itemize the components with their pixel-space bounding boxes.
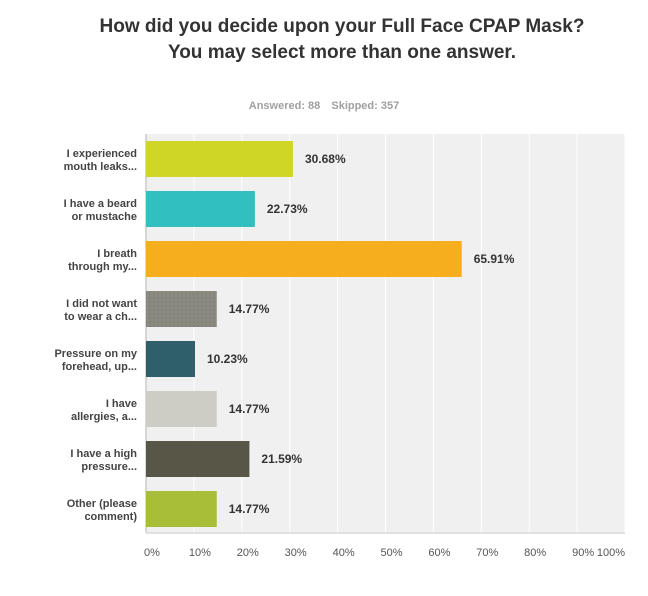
x-tick-label: 30%	[285, 547, 307, 559]
bar-value-label: 14.77%	[229, 402, 270, 416]
category-label: I breath	[97, 248, 137, 260]
bar	[146, 391, 217, 427]
x-tick-label: 40%	[333, 547, 355, 559]
bar-value-label: 30.68%	[305, 152, 346, 166]
chart-title: How did you decide upon your Full Face C…	[99, 16, 585, 63]
x-tick-label: 70%	[476, 547, 498, 559]
category-label: pressure...	[81, 461, 137, 473]
bar	[146, 141, 293, 177]
category-label: comment)	[84, 511, 137, 523]
category-label: I have a high	[70, 448, 137, 460]
x-tick-label: 100%	[597, 547, 625, 559]
x-tick-label: 60%	[428, 547, 450, 559]
category-label: Other (please	[67, 498, 137, 510]
category-label: I did not want	[66, 298, 137, 310]
bar	[146, 441, 250, 477]
bar-value-label: 65.91%	[474, 252, 515, 266]
category-label: to wear a ch...	[64, 311, 137, 323]
bar-value-label: 14.77%	[229, 502, 270, 516]
bar	[146, 491, 217, 527]
category-label: Pressure on my	[54, 348, 137, 360]
category-label: allergies, a...	[71, 411, 137, 423]
bar	[146, 241, 462, 277]
category-label: I have	[106, 398, 137, 410]
x-tick-label: 10%	[189, 547, 211, 559]
category-label: I experienced	[67, 148, 137, 160]
x-tick-label: 20%	[237, 547, 259, 559]
response-stats: Answered: 88 Skipped: 357	[0, 100, 648, 112]
category-label: mouth leaks...	[64, 161, 137, 173]
x-tick-label: 80%	[524, 547, 546, 559]
category-label: or mustache	[72, 211, 137, 223]
bar-value-label: 10.23%	[207, 352, 248, 366]
category-label: through my...	[68, 261, 137, 273]
bar	[146, 291, 217, 327]
bar	[146, 341, 196, 377]
bar-value-label: 22.73%	[267, 202, 308, 216]
bar-value-label: 14.77%	[229, 302, 270, 316]
x-tick-label: 90%	[572, 547, 594, 559]
answered-count: Answered: 88	[248, 100, 321, 112]
category-label: I have a beard	[64, 198, 137, 210]
bar	[146, 191, 255, 227]
x-tick-label: 0%	[144, 547, 160, 559]
category-label: forehead, up...	[62, 361, 137, 373]
bar-value-label: 21.59%	[261, 452, 302, 466]
skipped-count: Skipped: 357	[331, 100, 400, 112]
x-tick-label: 50%	[380, 547, 402, 559]
